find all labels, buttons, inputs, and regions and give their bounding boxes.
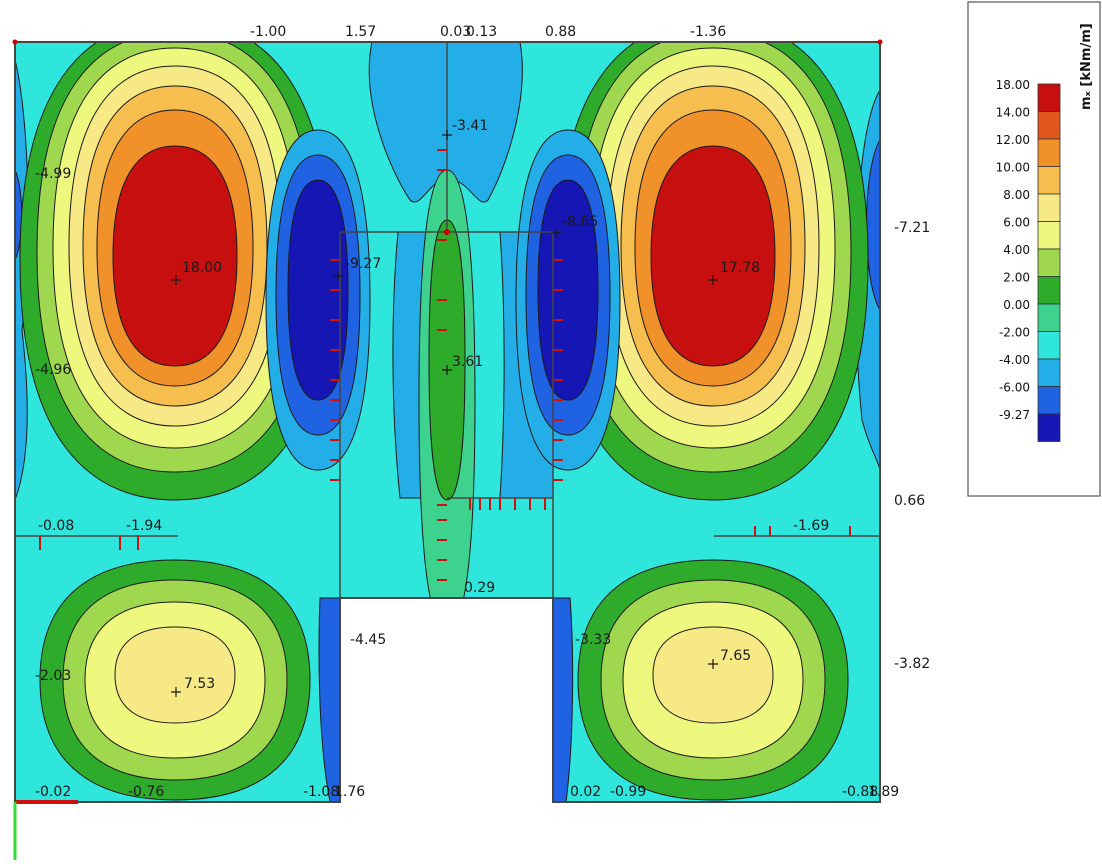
- extreme-marker: [442, 365, 452, 375]
- legend-swatch: [1037, 138, 1061, 167]
- right-edge-value-label: -3.82: [894, 656, 930, 672]
- right-peak-band-6: [650, 145, 776, 367]
- legend-swatch: [1037, 386, 1061, 415]
- top-value-label: 0.03: [440, 24, 471, 40]
- legend-value: -6.00: [999, 381, 1030, 395]
- extreme-value-label: -9.27: [345, 256, 381, 272]
- legend-value: -9.27: [999, 408, 1030, 422]
- legend-swatch: [1037, 193, 1061, 222]
- axis-indicator: [13, 800, 78, 860]
- top-value-label: -1.36: [690, 24, 726, 40]
- extreme-marker: [333, 271, 343, 281]
- value-labels: -1.00 1.57 0.030.13 0.88 -1.36 -4.99 -4.96 -2.0…: [35, 24, 930, 800]
- extreme-value-label: -3.41: [452, 118, 488, 134]
- left-edge-value-label: -4.96: [35, 362, 71, 378]
- extreme-marker: [171, 275, 181, 285]
- legend-swatch: [1037, 248, 1061, 277]
- right-edge-value-label: -7.21: [894, 220, 930, 236]
- legend-swatch: [1037, 276, 1061, 305]
- bottom-value-label: -0.02: [35, 784, 71, 800]
- extreme-marker: [442, 130, 452, 140]
- legend-value: 12.00: [996, 133, 1030, 147]
- mid-row-value-label: -1.69: [793, 518, 829, 534]
- cutout-value-label: -4.45: [350, 632, 386, 648]
- left-peak-band-6: [112, 145, 238, 367]
- top-value-label: -1.00: [250, 24, 286, 40]
- top-value-label: 0.88: [545, 24, 576, 40]
- cutout-value-label: -3.33: [575, 632, 611, 648]
- bottom-value-label: -0.99: [610, 784, 646, 800]
- right-low-band-3: [652, 626, 774, 724]
- legend-swatch: [1037, 166, 1061, 195]
- legend-value: 4.00: [1003, 243, 1030, 257]
- extreme-value-label: 7.53: [184, 676, 215, 692]
- center-spindle-band-1: [428, 219, 466, 501]
- mid-row-value-label: -0.08: [38, 518, 74, 534]
- extreme-value-label: 18.00: [182, 260, 222, 276]
- extreme-value-label: -8.65: [562, 214, 598, 230]
- cutout-right-band: [552, 597, 574, 802]
- contour-bands: [15, 42, 880, 802]
- legend-swatch: [1037, 111, 1061, 140]
- legend-value: 10.00: [996, 161, 1030, 175]
- legend-value: -2.00: [999, 326, 1030, 340]
- legend-value: 0.00: [1003, 298, 1030, 312]
- bottom-value-label: -0.76: [128, 784, 164, 800]
- bottom-value-label: 0.02: [570, 784, 601, 800]
- legend-swatch: [1037, 83, 1061, 112]
- left-edge-value-label: -4.99: [35, 166, 71, 182]
- legend-swatch: [1037, 358, 1061, 387]
- legend-value: 18.00: [996, 78, 1030, 92]
- right-trough-band-2: [537, 179, 599, 401]
- extreme-marker: [551, 228, 561, 238]
- legend-title: mₓ [kNm/m]: [1079, 23, 1094, 110]
- left-low-band-3: [114, 626, 236, 724]
- extreme-value-label: 7.65: [720, 648, 751, 664]
- extreme-value-label: 3.61: [452, 354, 483, 370]
- bottom-value-label: -0.88: [842, 784, 878, 800]
- legend: mₓ [kNm/m] 18.00 14.00 12.00 10.00 8.00 6.00 4…: [967, 1, 1101, 497]
- bottom-value-label: -1.08: [303, 784, 339, 800]
- legend-swatch: [1037, 413, 1061, 442]
- extreme-marker: [708, 659, 718, 669]
- extreme-marker: [171, 687, 181, 697]
- right-edge-value-label: 0.66: [894, 493, 925, 509]
- legend-swatch: [1037, 303, 1061, 332]
- corner-points: [12, 39, 883, 235]
- legend-value: 8.00: [1003, 188, 1030, 202]
- extreme-value-label: 17.78: [720, 260, 760, 276]
- cutout-value-label: 0.29: [464, 580, 495, 596]
- bottom-value-label: 1.89: [868, 784, 899, 800]
- legend-frame: [967, 1, 1101, 497]
- bottom-value-label: 1.76: [334, 784, 365, 800]
- top-value-label: 0.13: [466, 24, 497, 40]
- legend-value: 2.00: [1003, 271, 1030, 285]
- left-trough-band-2: [287, 179, 349, 401]
- legend-swatch: [1037, 331, 1061, 360]
- mid-row-value-label: -1.94: [126, 518, 162, 534]
- legend-swatch: [1037, 221, 1061, 250]
- legend-value: 6.00: [1003, 216, 1030, 230]
- top-value-label: 1.57: [345, 24, 376, 40]
- extreme-marker: [708, 275, 718, 285]
- left-edge-value-label: -2.03: [35, 668, 71, 684]
- legend-value: 14.00: [996, 106, 1030, 120]
- section-ticks: [39, 149, 851, 581]
- legend-value: -4.00: [999, 353, 1030, 367]
